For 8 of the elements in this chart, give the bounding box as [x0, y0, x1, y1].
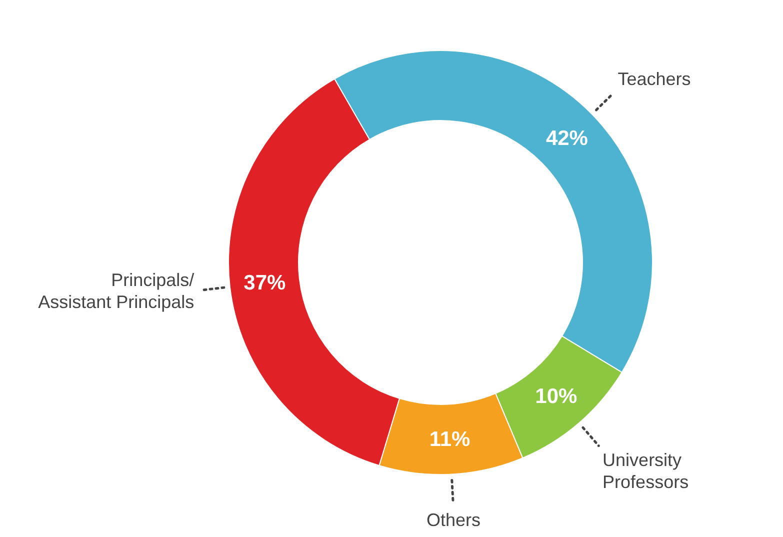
data-label: 11%: [429, 428, 471, 451]
slice-label: Principals/ Assistant Principals: [38, 270, 194, 312]
data-label: 42%: [546, 127, 588, 150]
data-label: 37%: [244, 271, 286, 294]
data-label: 10%: [535, 384, 578, 408]
slice-label: Teachers: [618, 68, 691, 89]
slice-label: Others: [426, 510, 480, 530]
slice-label: University Professors: [602, 450, 689, 492]
